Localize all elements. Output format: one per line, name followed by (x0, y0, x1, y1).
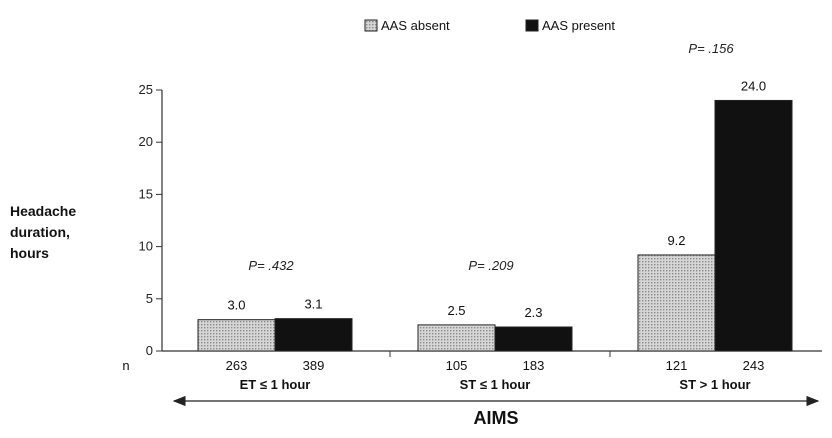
bar-value-label: 2.5 (447, 303, 465, 318)
x-axis-label: AIMS (474, 408, 519, 428)
n-count-label: 389 (303, 358, 325, 373)
n-count-label: 121 (666, 358, 688, 373)
legend-swatch-aas-present (525, 19, 539, 32)
y-axis-label-line: hours (10, 245, 49, 261)
legend-label-aas-present: AAS present (542, 18, 615, 33)
bar-value-label: 2.3 (524, 305, 542, 320)
bar-value-label: 3.1 (304, 297, 322, 312)
y-tick-label: 0 (146, 343, 153, 358)
n-count-label: 243 (743, 358, 765, 373)
n-row-label: n (122, 358, 129, 373)
p-value-label: P= .432 (248, 258, 294, 273)
y-axis-label-line: duration, (10, 224, 70, 240)
bar-aas-present (274, 318, 353, 352)
bar-value-label: 3.0 (227, 298, 245, 313)
bar-value-label: 9.2 (667, 233, 685, 248)
bar-aas-present (494, 326, 573, 352)
bar-value-label: 24.0 (741, 78, 766, 93)
p-value-label: P= .156 (688, 41, 734, 56)
p-value-label: P= .209 (468, 258, 513, 273)
group-label: ST ≤ 1 hour (460, 377, 531, 392)
y-tick-label: 15 (139, 186, 153, 201)
legend-label-aas-absent: AAS absent (381, 18, 450, 33)
legend-swatch-aas-absent (364, 19, 378, 32)
group-label: ST > 1 hour (679, 377, 750, 392)
y-axis-label: Headache duration, hours (10, 201, 76, 264)
n-count-label: 183 (523, 358, 545, 373)
bar-aas-absent (417, 324, 496, 352)
n-count-label: 105 (446, 358, 468, 373)
group-label: ET ≤ 1 hour (240, 377, 311, 392)
y-tick-label: 5 (146, 291, 153, 306)
n-count-label: 263 (226, 358, 248, 373)
y-tick-label: 25 (139, 82, 153, 97)
y-tick-label: 10 (139, 239, 153, 254)
y-tick-label: 20 (139, 134, 153, 149)
y-axis-label-line: Headache (10, 203, 77, 219)
bar-aas-absent (197, 319, 276, 352)
bar-aas-present (714, 99, 793, 352)
bar-aas-absent (637, 254, 716, 352)
